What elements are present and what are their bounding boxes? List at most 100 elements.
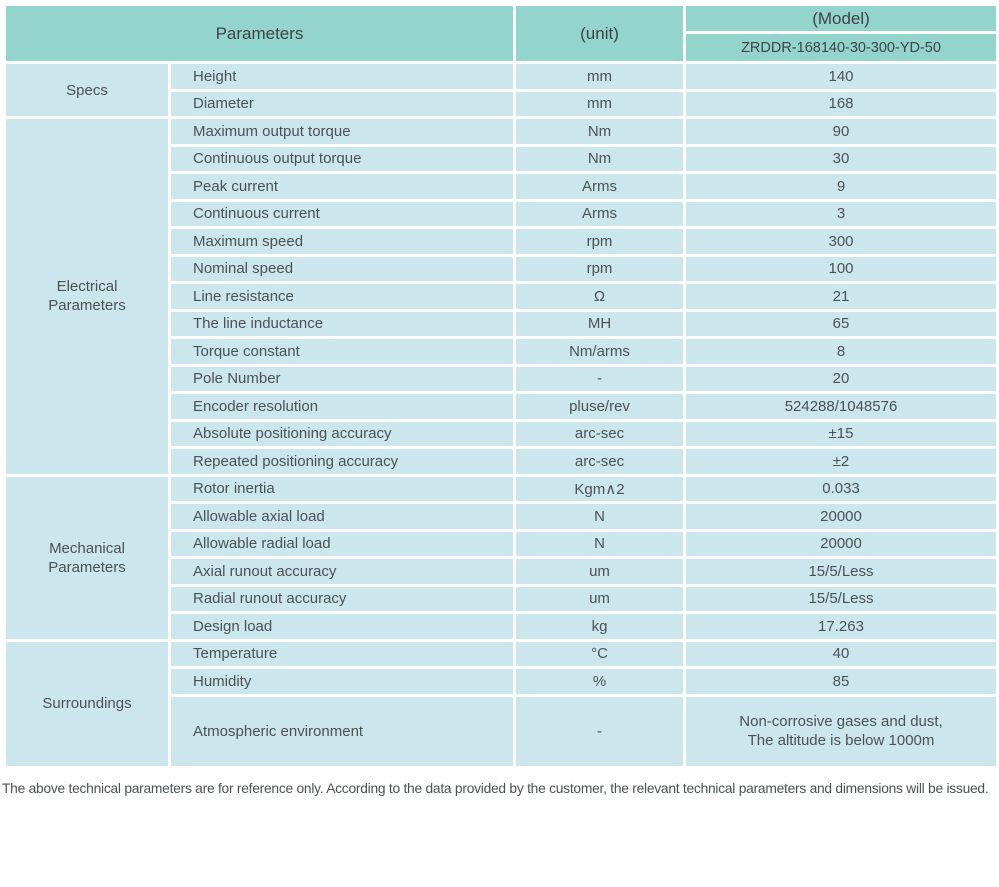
table-row: Torque constant Nm/arms 8 bbox=[5, 336, 999, 367]
table-row: Diameter mm 168 bbox=[5, 88, 999, 119]
param-cell: Radial runout accuracy bbox=[168, 583, 516, 614]
table-row: Peak current Arms 9 bbox=[5, 171, 999, 202]
param-cell: Line resistance bbox=[168, 281, 516, 312]
value-cell: 8 bbox=[683, 336, 999, 367]
value-cell: 85 bbox=[683, 666, 999, 697]
value-cell: 30 bbox=[683, 143, 999, 174]
spec-table: Parameters (unit) (Model) ZRDDR-168140-3… bbox=[3, 3, 999, 769]
param-cell: Nominal speed bbox=[168, 253, 516, 284]
table-row: Atmospheric environment - Non-corrosive … bbox=[5, 693, 999, 769]
table-row: Pole Number - 20 bbox=[5, 363, 999, 394]
unit-cell: Ω bbox=[513, 281, 686, 312]
value-cell: 140 bbox=[683, 61, 999, 92]
unit-cell: mm bbox=[513, 88, 686, 119]
unit-cell: MH bbox=[513, 308, 686, 339]
param-cell: Absolute positioning accuracy bbox=[168, 418, 516, 449]
value-cell: Non-corrosive gases and dust, The altitu… bbox=[683, 693, 999, 769]
value-cell: 300 bbox=[683, 226, 999, 257]
value-cell: 100 bbox=[683, 253, 999, 284]
header-row-2: ZRDDR-168140-30-300-YD-50 bbox=[5, 31, 999, 64]
value-cell: 524288/1048576 bbox=[683, 391, 999, 422]
unit-cell: - bbox=[513, 693, 686, 769]
table-row: Mechanical Parameters Rotor inertia Kgm∧… bbox=[3, 473, 999, 642]
unit-cell: Arms bbox=[513, 198, 686, 229]
table-row: Continuous output torque Nm 30 bbox=[5, 143, 999, 174]
table-row: Maximum speed rpm 300 bbox=[5, 226, 999, 257]
value-cell: 15/5/Less bbox=[683, 583, 999, 614]
table-row: Axial runout accuracy um 15/5/Less bbox=[5, 556, 999, 587]
unit-cell: N bbox=[513, 528, 686, 559]
table-row: Electrical Parameters Maximum output tor… bbox=[3, 116, 999, 477]
value-cell: ±2 bbox=[683, 446, 999, 477]
param-cell: Axial runout accuracy bbox=[168, 556, 516, 587]
unit-cell: Nm/arms bbox=[513, 336, 686, 367]
value-cell: 90 bbox=[683, 116, 999, 147]
parameters-header: Parameters bbox=[3, 3, 516, 64]
table-row: Design load kg 17.263 bbox=[5, 611, 999, 642]
footer-note: The above technical parameters are for r… bbox=[2, 780, 989, 796]
value-cell: 20000 bbox=[683, 528, 999, 559]
value-cell: 21 bbox=[683, 281, 999, 312]
unit-cell: rpm bbox=[513, 253, 686, 284]
header-row-1: Parameters (unit) (Model) bbox=[3, 3, 999, 64]
unit-cell: Arms bbox=[513, 171, 686, 202]
param-cell: Continuous output torque bbox=[168, 143, 516, 174]
param-cell: Height bbox=[168, 61, 516, 92]
table-row: Line resistance Ω 21 bbox=[5, 281, 999, 312]
section-label-mechanical: Mechanical Parameters bbox=[3, 473, 171, 642]
param-cell: Temperature bbox=[168, 638, 516, 669]
unit-cell: um bbox=[513, 556, 686, 587]
section-label-specs: Specs bbox=[3, 61, 171, 119]
value-cell: 0.033 bbox=[683, 473, 999, 504]
unit-cell: % bbox=[513, 666, 686, 697]
table-row: Humidity % 85 bbox=[5, 666, 999, 697]
param-cell: Continuous current bbox=[168, 198, 516, 229]
table-row: Allowable radial load N 20000 bbox=[5, 528, 999, 559]
unit-cell: Kgm∧2 bbox=[513, 473, 686, 504]
section-label-electrical: Electrical Parameters bbox=[3, 116, 171, 477]
param-cell: Torque constant bbox=[168, 336, 516, 367]
param-cell: The line inductance bbox=[168, 308, 516, 339]
table-row: Allowable axial load N 20000 bbox=[5, 501, 999, 532]
table-row: Specs Height mm 140 bbox=[3, 61, 999, 119]
param-cell: Diameter bbox=[168, 88, 516, 119]
table-row: Radial runout accuracy um 15/5/Less bbox=[5, 583, 999, 614]
unit-cell: - bbox=[513, 363, 686, 394]
table-row: Nominal speed rpm 100 bbox=[5, 253, 999, 284]
model-header: (Model) bbox=[683, 3, 999, 34]
value-cell: 3 bbox=[683, 198, 999, 229]
table-row: The line inductance MH 65 bbox=[5, 308, 999, 339]
param-cell: Allowable axial load bbox=[168, 501, 516, 532]
unit-cell: mm bbox=[513, 61, 686, 92]
unit-cell: kg bbox=[513, 611, 686, 642]
unit-cell: Nm bbox=[513, 143, 686, 174]
table-row: Surroundings Temperature °C 40 bbox=[3, 638, 999, 769]
value-cell: ±15 bbox=[683, 418, 999, 449]
unit-cell: um bbox=[513, 583, 686, 614]
table-header: Parameters (unit) (Model) ZRDDR-168140-3… bbox=[3, 3, 999, 64]
value-cell: 20000 bbox=[683, 501, 999, 532]
param-cell: Atmospheric environment bbox=[168, 693, 516, 769]
value-cell: 15/5/Less bbox=[683, 556, 999, 587]
param-cell: Maximum output torque bbox=[168, 116, 516, 147]
section-label-surroundings: Surroundings bbox=[3, 638, 171, 769]
value-cell: 17.263 bbox=[683, 611, 999, 642]
unit-cell: N bbox=[513, 501, 686, 532]
param-cell: Maximum speed bbox=[168, 226, 516, 257]
param-cell: Encoder resolution bbox=[168, 391, 516, 422]
param-cell: Rotor inertia bbox=[168, 473, 516, 504]
table-row: Repeated positioning accuracy arc-sec ±2 bbox=[5, 446, 999, 477]
param-cell: Design load bbox=[168, 611, 516, 642]
value-cell: 9 bbox=[683, 171, 999, 202]
unit-cell: arc-sec bbox=[513, 418, 686, 449]
table-row: Encoder resolution pluse/rev 524288/1048… bbox=[5, 391, 999, 422]
table-row: Continuous current Arms 3 bbox=[5, 198, 999, 229]
param-cell: Allowable radial load bbox=[168, 528, 516, 559]
unit-cell: pluse/rev bbox=[513, 391, 686, 422]
value-cell: 168 bbox=[683, 88, 999, 119]
unit-cell: °C bbox=[513, 638, 686, 669]
unit-cell: Nm bbox=[513, 116, 686, 147]
model-number: ZRDDR-168140-30-300-YD-50 bbox=[683, 31, 999, 64]
value-cell: 65 bbox=[683, 308, 999, 339]
unit-cell: arc-sec bbox=[513, 446, 686, 477]
